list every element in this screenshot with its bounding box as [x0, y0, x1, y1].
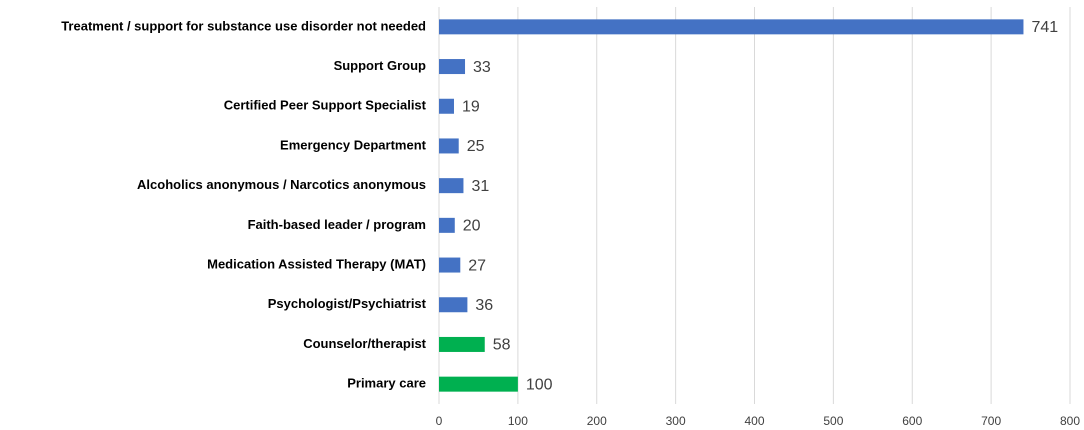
value-label: 25: [467, 138, 485, 155]
bar: [439, 98, 454, 114]
bar: [439, 138, 459, 154]
category-label: Treatment / support for substance use di…: [61, 18, 426, 33]
x-tick-label: 100: [508, 414, 528, 428]
category-label: Faith-based leader / program: [248, 217, 426, 232]
category-label: Psychologist/Psychiatrist: [268, 296, 427, 311]
value-label: 27: [468, 257, 486, 274]
category-label: Counselor/therapist: [303, 336, 426, 351]
value-label: 58: [493, 337, 511, 354]
value-label: 20: [463, 218, 481, 235]
x-tick-label: 200: [587, 414, 607, 428]
value-label: 100: [526, 376, 553, 393]
bar: [439, 257, 461, 273]
x-tick-label: 600: [902, 414, 922, 428]
category-label: Certified Peer Support Specialist: [224, 98, 427, 113]
x-tick-label: 700: [981, 414, 1001, 428]
category-label: Primary care: [347, 376, 426, 391]
value-label: 33: [473, 59, 491, 76]
value-label: 36: [475, 297, 493, 314]
bar: [439, 59, 466, 75]
x-tick-label: 800: [1060, 414, 1080, 428]
x-tick-label: 0: [436, 414, 443, 428]
value-label: 19: [462, 98, 480, 115]
x-tick-label: 500: [823, 414, 843, 428]
category-label: Emergency Department: [280, 137, 427, 152]
x-tick-label: 400: [744, 414, 764, 428]
bar: [439, 297, 468, 313]
category-label: Support Group: [334, 58, 426, 73]
value-label: 31: [471, 178, 489, 195]
bar: [439, 217, 455, 233]
bar: [439, 19, 1024, 35]
bar: [439, 376, 518, 392]
x-tick-label: 300: [666, 414, 686, 428]
value-label: 741: [1031, 19, 1058, 36]
bar: [439, 178, 464, 194]
category-label: Medication Assisted Therapy (MAT): [207, 256, 426, 271]
bar: [439, 336, 485, 352]
category-label: Alcoholics anonymous / Narcotics anonymo…: [137, 177, 426, 192]
